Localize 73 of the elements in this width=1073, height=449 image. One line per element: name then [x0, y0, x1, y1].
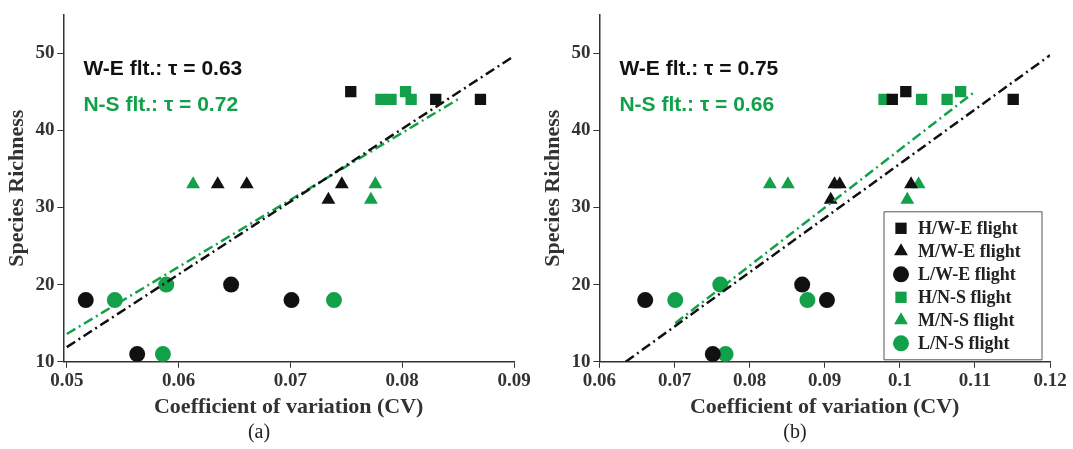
x-tick-label: 0.05 [50, 369, 84, 391]
point [129, 346, 146, 362]
y-tick-label: 20 [571, 272, 591, 294]
legend-label: H/W-E flight [918, 217, 1018, 238]
y-tick-label: 10 [35, 349, 55, 371]
point [405, 93, 417, 105]
text: (a) [247, 420, 271, 444]
x-tick-label: 0.06 [582, 369, 617, 391]
point [667, 292, 684, 309]
x-tick-label: 0.12 [1033, 369, 1067, 391]
point [799, 292, 816, 309]
y-tick-label: 40 [571, 118, 591, 140]
point [886, 93, 898, 105]
legend-label: H/N-S flight [918, 286, 1012, 307]
point [941, 93, 953, 105]
point [832, 176, 847, 189]
x-axis-title: Coefficient of variation (CV) [153, 393, 424, 419]
y-tick-label: 20 [35, 272, 55, 294]
x-tick-label: 0.11 [958, 369, 991, 391]
x-tick-label: 0.07 [657, 369, 692, 391]
point [780, 176, 795, 189]
legend-label: M/N-S flight [918, 309, 1015, 330]
annotation: W-E flt.: τ = 0.63 [83, 56, 243, 80]
point [239, 176, 254, 189]
x-tick-label: 0.1 [887, 369, 912, 391]
x-tick-label: 0.06 [161, 369, 196, 391]
x-tick-label: 0.07 [273, 369, 308, 391]
annotation: W-E flt.: τ = 0.75 [619, 56, 779, 80]
legend-label: L/N-S flight [918, 332, 1010, 353]
point [704, 346, 721, 362]
point [474, 93, 487, 105]
y-tick-label: 50 [35, 40, 55, 62]
point [368, 176, 383, 189]
y-axis-title: Species Richness [2, 109, 28, 267]
point [186, 176, 201, 189]
point [762, 176, 777, 189]
y-tick-label: 40 [35, 118, 55, 140]
point [283, 292, 300, 309]
point [210, 176, 225, 189]
x-axis-title: Coefficient of variation (CV) [689, 393, 960, 419]
point [223, 276, 240, 293]
text: (b) [783, 420, 807, 444]
point [385, 93, 397, 105]
point [818, 292, 835, 309]
point [77, 292, 94, 309]
point [900, 191, 915, 204]
point [954, 85, 967, 98]
point [154, 346, 171, 362]
annotation: N-S flt.: τ = 0.72 [83, 92, 239, 116]
legend-label: M/W-E flight [918, 240, 1021, 261]
x-tick-label: 0.08 [732, 369, 767, 391]
point [325, 292, 342, 309]
point [321, 191, 336, 204]
point [106, 292, 123, 309]
x-tick-label: 0.08 [385, 369, 419, 391]
annotation: N-S flt.: τ = 0.66 [619, 92, 775, 116]
legend-label: L/W-E flight [918, 263, 1016, 284]
point [637, 292, 654, 309]
y-tick-label: 10 [571, 349, 591, 371]
point [900, 85, 912, 98]
y-axis-title: Species Richness [538, 109, 564, 267]
x-tick-label: 0.09 [808, 369, 842, 391]
x-tick-label: 0.09 [497, 369, 531, 391]
point [334, 176, 349, 189]
point [1007, 93, 1019, 105]
y-tick-label: 30 [35, 195, 55, 217]
y-tick-label: 50 [571, 40, 591, 62]
point [345, 85, 357, 98]
y-tick-label: 30 [571, 195, 591, 217]
point [363, 191, 378, 204]
point [794, 276, 811, 293]
point [904, 176, 918, 189]
point [915, 93, 928, 105]
